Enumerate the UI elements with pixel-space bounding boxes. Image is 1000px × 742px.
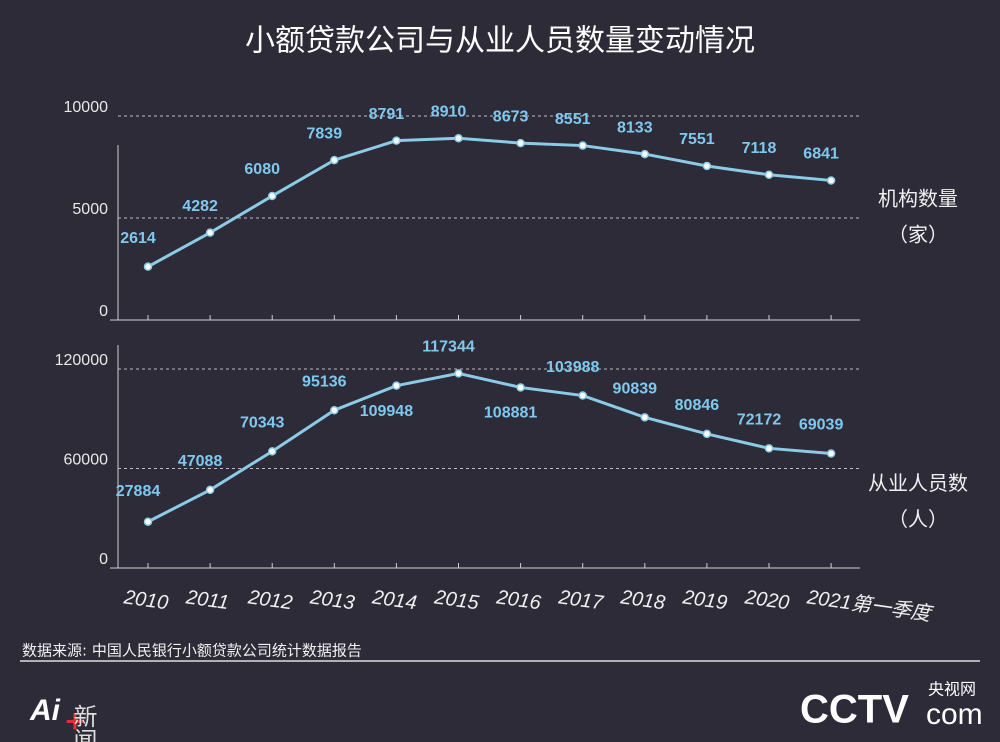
value-label: 8133 (617, 119, 653, 136)
x-tick-label: 2011 (184, 586, 231, 614)
data-line (147, 371, 832, 524)
ai-logo-news: 新闻 (69, 704, 97, 742)
data-point (826, 176, 836, 185)
x-tick-label: 2014 (370, 586, 418, 614)
x-tick-label: 2020 (743, 586, 791, 614)
y-tick-label: 0 (99, 303, 108, 320)
x-tick-label: 2013 (308, 586, 356, 614)
data-point (454, 369, 463, 378)
value-label: 8673 (493, 108, 529, 125)
data-point (764, 444, 774, 453)
x-tick-label: 2017 (556, 586, 605, 614)
data-point (764, 170, 774, 180)
y-tick-label: 10000 (64, 99, 109, 116)
data-point (267, 191, 277, 201)
series-unit: （人） (888, 507, 948, 531)
series-name: 从业人员数 (868, 471, 968, 495)
data-point (205, 228, 215, 237)
value-label: 2614 (120, 230, 156, 247)
value-label: 72172 (737, 412, 782, 429)
data-point (392, 136, 401, 145)
data-point (330, 405, 339, 415)
data-point (702, 161, 712, 171)
x-tick-label: 2015 (432, 586, 481, 614)
data-point (143, 517, 153, 527)
value-label: 8791 (369, 106, 405, 123)
x-tick-label: 2018 (618, 586, 666, 614)
cctv-logo: CCTV com 央视网 (800, 680, 983, 732)
data-point (516, 138, 525, 148)
x-tick-label: 2016 (494, 586, 543, 614)
value-label: 8551 (555, 111, 591, 128)
data-point (826, 449, 836, 458)
data-point (516, 383, 525, 392)
data-point (578, 391, 587, 400)
y-tick-label: 120000 (55, 352, 108, 369)
data-line (147, 136, 832, 268)
value-label: 7551 (679, 131, 715, 148)
value-label: 70343 (240, 415, 285, 432)
ai-logo: Ai + 新闻 (29, 694, 97, 742)
series-name: 机构数量 (878, 187, 958, 211)
value-label: 95136 (302, 373, 347, 390)
chart-title: 小额贷款公司与从业人员数量变动情况 (245, 24, 755, 59)
data-point (143, 262, 153, 271)
data-point (205, 485, 215, 495)
value-label: 109948 (360, 403, 413, 420)
x-tick-label: 2012 (246, 586, 294, 614)
data-point (392, 381, 401, 390)
value-label: 6080 (244, 161, 280, 178)
data-point (640, 149, 650, 159)
value-label: 47088 (178, 453, 223, 470)
cctv-logo-com: com (926, 698, 983, 731)
value-label: 7839 (307, 125, 343, 142)
ai-logo-plus: + (64, 707, 86, 737)
source-note: 数据来源: 中国人民银行小额贷款公司统计数据报告 (22, 642, 362, 660)
data-point (330, 155, 339, 165)
value-label: 80846 (675, 397, 720, 414)
data-point (702, 429, 712, 439)
value-label: 6841 (803, 146, 839, 163)
x-tick-label: 2019 (680, 586, 728, 614)
value-label: 108881 (484, 405, 537, 422)
y-tick-label: 5000 (72, 201, 108, 218)
y-tick-label: 60000 (64, 452, 109, 469)
x-tick-label: 2021第一季度 (805, 586, 935, 626)
value-label: 90839 (613, 381, 658, 398)
value-label: 8910 (431, 103, 467, 120)
cctv-logo-name: 央视网 (928, 680, 976, 699)
cctv-logo-text: CCTV (800, 688, 909, 732)
value-label: 117344 (422, 339, 475, 356)
ai-logo-text: Ai (29, 694, 61, 727)
data-point (454, 133, 463, 143)
value-label: 103988 (546, 359, 599, 376)
value-label: 27884 (116, 483, 161, 500)
y-tick-label: 0 (99, 551, 108, 568)
value-label: 7118 (742, 140, 777, 157)
series-unit: （家） (888, 223, 948, 247)
value-label: 4282 (182, 198, 218, 215)
data-point (267, 447, 277, 456)
x-tick-label: 2010 (122, 586, 170, 614)
data-point (578, 141, 587, 150)
value-label: 69039 (799, 417, 844, 434)
data-point (640, 413, 650, 422)
